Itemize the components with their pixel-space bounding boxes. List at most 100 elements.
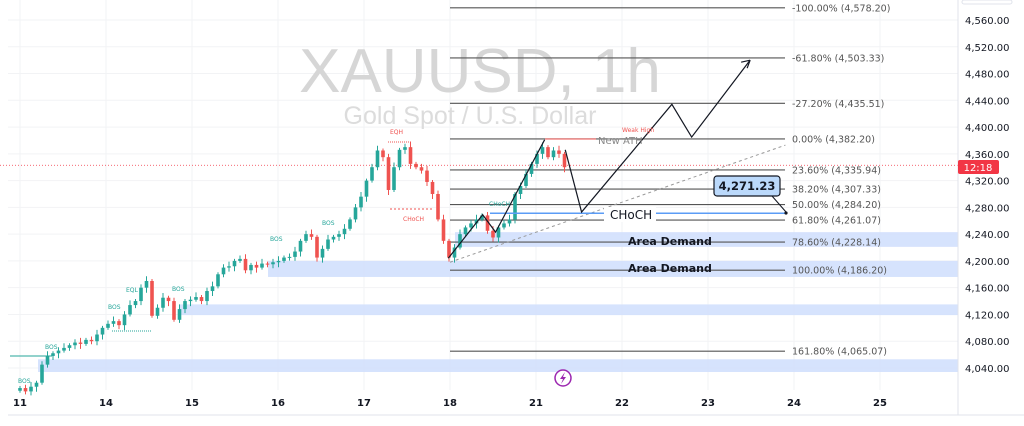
- candle-bearish: [117, 321, 121, 326]
- area-demand-label: Area Demand: [628, 235, 712, 248]
- price-tick-label: 4,400.00: [965, 123, 1010, 134]
- candle-bullish: [45, 355, 50, 365]
- candle-bullish: [320, 248, 325, 258]
- candle-bullish: [205, 291, 209, 302]
- candle-bearish: [243, 258, 248, 271]
- candle-bullish: [161, 297, 165, 308]
- candle-bearish: [441, 219, 446, 241]
- bos-label: BOS: [108, 304, 121, 311]
- candle-bullish: [458, 234, 462, 248]
- candle-bullish: [298, 240, 303, 252]
- candle-bullish: [29, 386, 33, 392]
- candle-bullish: [337, 234, 341, 237]
- candle-bearish: [309, 234, 314, 237]
- candle-bullish: [304, 234, 308, 241]
- candle-bearish: [23, 388, 28, 392]
- callout-pointer: [771, 195, 787, 213]
- candle-bullish: [155, 307, 160, 316]
- time-axis[interactable]: 11 14 15 16 17 18 21 22 23 24 25: [13, 398, 887, 409]
- demand-zone[interactable]: [455, 232, 958, 247]
- candle-bullish: [73, 342, 77, 346]
- candle-bullish: [62, 347, 66, 351]
- candle-bearish: [408, 147, 413, 164]
- candle-bullish: [144, 280, 149, 288]
- candle-bearish: [447, 240, 451, 258]
- candle-bullish: [535, 153, 539, 164]
- projection-path[interactable]: [564, 59, 751, 214]
- price-tick-label: 4,520.00: [965, 43, 1010, 54]
- candle-bullish: [353, 207, 358, 220]
- fib-level-label: 78.60% (4,228.14): [792, 238, 881, 249]
- price-callout[interactable]: [713, 175, 781, 197]
- candle-bullish: [518, 185, 523, 194]
- price-tick-label: 4,440.00: [965, 96, 1010, 107]
- axis-settings-button[interactable]: [961, 0, 1013, 5]
- area-demand-label: Area Demand: [628, 262, 712, 275]
- candle-bullish: [177, 309, 182, 320]
- candle-bullish: [293, 251, 297, 257]
- candle-bullish: [452, 247, 457, 258]
- candle-bullish: [84, 339, 88, 344]
- candle-bullish: [139, 287, 143, 302]
- candle-bullish: [133, 301, 138, 306]
- candle-bearish: [386, 157, 391, 190]
- candle-bullish: [221, 267, 226, 275]
- candle-bullish: [507, 219, 512, 224]
- demand-zone[interactable]: [268, 260, 958, 277]
- candle-bearish: [562, 153, 567, 168]
- symbol-description-watermark: Gold Spot / U.S. Dollar: [344, 102, 597, 130]
- candle-bullish: [210, 286, 215, 292]
- demand-zone[interactable]: [180, 304, 958, 316]
- bos-label: BOS: [18, 378, 31, 385]
- candle-bearish: [166, 297, 171, 302]
- price-tick-label: 4,120.00: [965, 310, 1010, 321]
- time-tick-label: 17: [357, 398, 371, 409]
- bos-label: BOS: [45, 344, 58, 351]
- fib-level-label: -61.80% (4,503.33): [792, 53, 884, 64]
- candle-bullish: [403, 147, 407, 150]
- candle-bearish: [557, 150, 561, 154]
- candle-bullish: [188, 299, 193, 302]
- candle-bullish: [282, 257, 286, 261]
- candle-bearish: [419, 167, 424, 171]
- time-tick-label: 24: [787, 398, 801, 409]
- candle-bullish: [331, 236, 336, 240]
- candle-bullish: [469, 223, 473, 228]
- price-tick-label: 4,320.00: [965, 177, 1010, 188]
- new-ath-label: New ATH: [598, 136, 643, 147]
- candle-bullish: [496, 227, 501, 238]
- time-tick-label: 11: [13, 398, 27, 409]
- lightning-icon[interactable]: [554, 369, 572, 387]
- price-tick-label: 4,560.00: [965, 16, 1010, 27]
- trendline[interactable]: [449, 144, 786, 263]
- candle-bullish: [183, 301, 187, 310]
- candle-bullish: [397, 149, 402, 168]
- candle-bullish: [502, 223, 506, 228]
- candle-bullish: [100, 327, 105, 335]
- candle-bullish: [359, 196, 363, 208]
- candle-bullish: [95, 334, 99, 342]
- price-axis[interactable]: 4,040.00 4,080.00 4,120.00 4,160.00 4,200.00…: [965, 16, 1010, 375]
- candle-bullish: [375, 150, 380, 168]
- candle-bullish: [227, 266, 231, 268]
- fib-level-label: 50.00% (4,284.20): [792, 200, 881, 211]
- fib-level-label: 61.80% (4,261.07): [792, 216, 881, 227]
- choch-label: CHoCH: [403, 216, 424, 223]
- candle-bullish: [249, 264, 253, 271]
- bos-label: BOS: [172, 286, 185, 293]
- candle-bearish: [546, 147, 550, 158]
- candle-bullish: [370, 167, 374, 181]
- candle-bearish: [425, 170, 429, 182]
- choch-level-label: CHoCH: [610, 208, 652, 222]
- candle-bullish: [106, 323, 110, 328]
- swing-path[interactable]: [447, 139, 546, 259]
- fib-level-label: 0.00% (4,382.20): [792, 134, 875, 145]
- candle-bearish: [172, 301, 176, 320]
- candle-bearish: [485, 215, 490, 231]
- callout-anchor[interactable]: [784, 211, 788, 215]
- demand-zone[interactable]: [38, 359, 958, 372]
- candle-bearish: [265, 263, 270, 265]
- choch-label: CHoCH: [489, 201, 510, 208]
- fib-level-label: 23.60% (4,335.94): [792, 165, 881, 176]
